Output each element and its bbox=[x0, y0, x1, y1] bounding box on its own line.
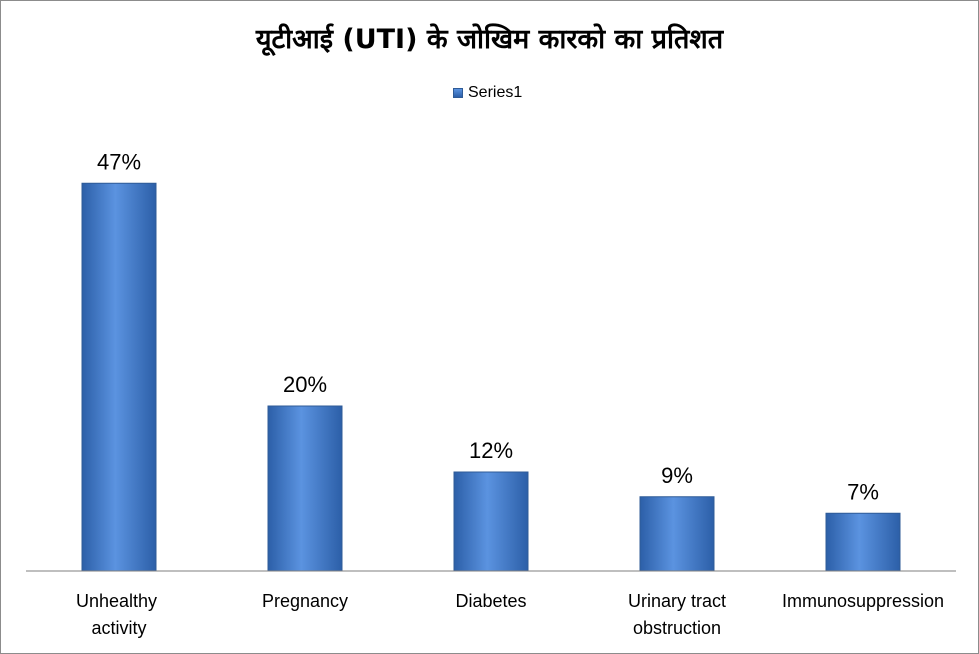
data-label-1: 20% bbox=[283, 372, 327, 397]
legend: Series1 bbox=[453, 83, 522, 103]
chart-title: यूटीआई (UTI) के जोखिम कारको का प्रतिशत bbox=[255, 24, 724, 55]
bar-4 bbox=[825, 512, 901, 572]
category-label-2: Diabetes bbox=[455, 591, 526, 611]
bar-3 bbox=[639, 496, 715, 572]
data-label-3: 9% bbox=[661, 463, 693, 488]
legend-swatch-series1 bbox=[453, 88, 463, 98]
bar-0 bbox=[81, 182, 157, 572]
data-label-4: 7% bbox=[847, 479, 879, 504]
data-label-0: 47% bbox=[97, 149, 141, 174]
bar-1 bbox=[267, 405, 343, 572]
data-label-2: 12% bbox=[469, 438, 513, 463]
category-label-1: Pregnancy bbox=[262, 591, 348, 611]
legend-label-series1: Series1 bbox=[468, 84, 523, 101]
bar-2 bbox=[453, 471, 529, 572]
category-label-0: Unhealthy activity bbox=[76, 591, 162, 638]
category-label-4: Immunosuppression bbox=[782, 591, 944, 611]
category-label-3: Urinary tract obstruction bbox=[628, 591, 726, 638]
